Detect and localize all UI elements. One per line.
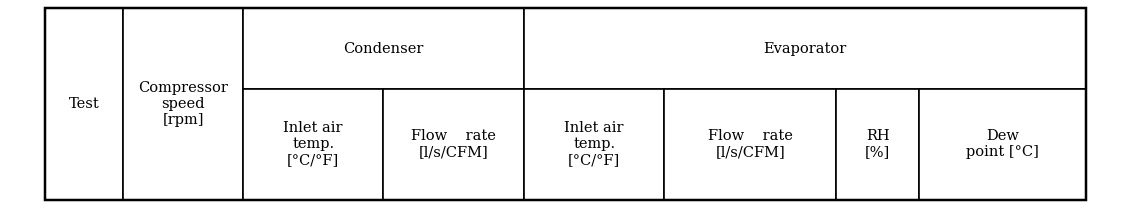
Text: Flow    rate
[l/s/CFM]: Flow rate [l/s/CFM] [708,129,793,159]
Bar [383,89,524,200]
Text: Inlet air
temp.
[°C/°F]: Inlet air temp. [°C/°F] [284,121,343,167]
Text: Dew
point [°C]: Dew point [°C] [966,129,1039,159]
Bar [524,8,1086,89]
Text: Inlet air
temp.
[°C/°F]: Inlet air temp. [°C/°F] [564,121,624,167]
Text: Evaporator: Evaporator [763,42,846,56]
Bar [836,89,920,200]
Text: Flow    rate
[l/s/CFM]: Flow rate [l/s/CFM] [412,129,497,159]
Bar [664,89,836,200]
Bar [45,8,123,200]
Bar [243,8,524,89]
Bar [920,89,1086,200]
Text: RH
[%]: RH [%] [865,129,890,159]
Bar [243,89,383,200]
Text: Test: Test [69,97,100,111]
Text: Compressor
speed
[rpm]: Compressor speed [rpm] [138,81,228,127]
Bar [123,8,243,200]
Bar [524,89,664,200]
Text: Condenser: Condenser [343,42,424,56]
